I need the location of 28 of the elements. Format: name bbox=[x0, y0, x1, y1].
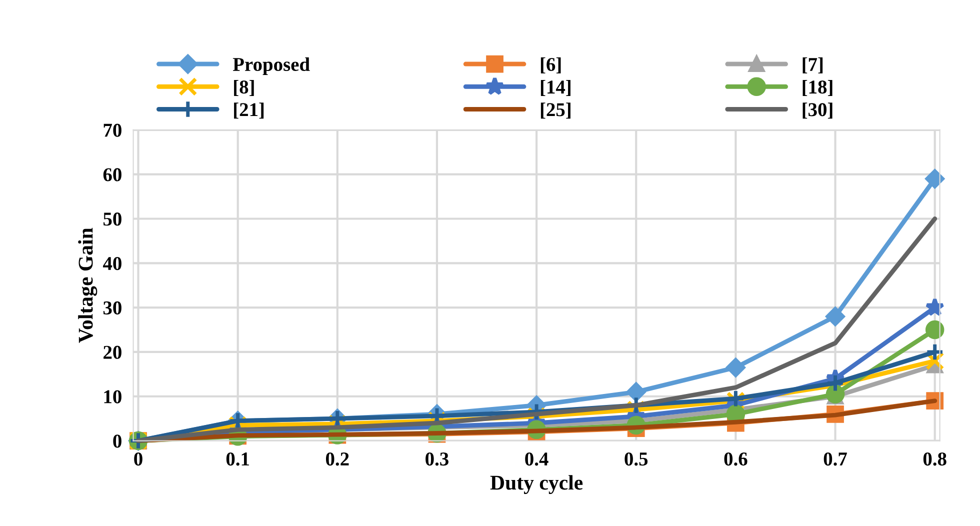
legend-label: [30] bbox=[802, 102, 832, 119]
x-tick-label: 0 bbox=[134, 452, 142, 466]
y-tick-label: 50 bbox=[104, 212, 122, 226]
legend-label: [8] bbox=[234, 80, 254, 96]
x-axis-title: Duty cycle bbox=[490, 475, 583, 494]
y-axis-title: Voltage Gain bbox=[78, 228, 98, 343]
x-tick-label: 0.4 bbox=[525, 452, 548, 466]
legend-label: Proposed bbox=[232, 57, 310, 75]
legend-label: [14] bbox=[540, 80, 570, 96]
x-tick-label: 0.8 bbox=[923, 452, 946, 466]
y-tick-label: 30 bbox=[103, 301, 122, 314]
legend-label: [21] bbox=[234, 102, 264, 119]
y-tick-label: 10 bbox=[104, 390, 122, 404]
y-tick-label: 40 bbox=[102, 256, 122, 270]
legend-label: [6] bbox=[540, 57, 561, 74]
y-tick-label: 70 bbox=[104, 124, 122, 137]
x-tick-label: 0.1 bbox=[226, 452, 249, 466]
y-tick-label: 20 bbox=[104, 346, 122, 359]
x-tick-label: 0.3 bbox=[426, 452, 448, 466]
x-tick-label: 0.2 bbox=[326, 452, 349, 466]
x-tick-label: 0.7 bbox=[824, 452, 847, 466]
y-tick-label: 0 bbox=[113, 434, 122, 448]
legend-label: [18] bbox=[802, 80, 832, 96]
x-tick-label: 0.6 bbox=[724, 452, 748, 466]
y-tick-label: 60 bbox=[103, 168, 122, 182]
legend-label: [25] bbox=[540, 102, 570, 119]
legend-label: [7] bbox=[802, 57, 823, 74]
x-tick-label: 0.5 bbox=[624, 452, 648, 466]
